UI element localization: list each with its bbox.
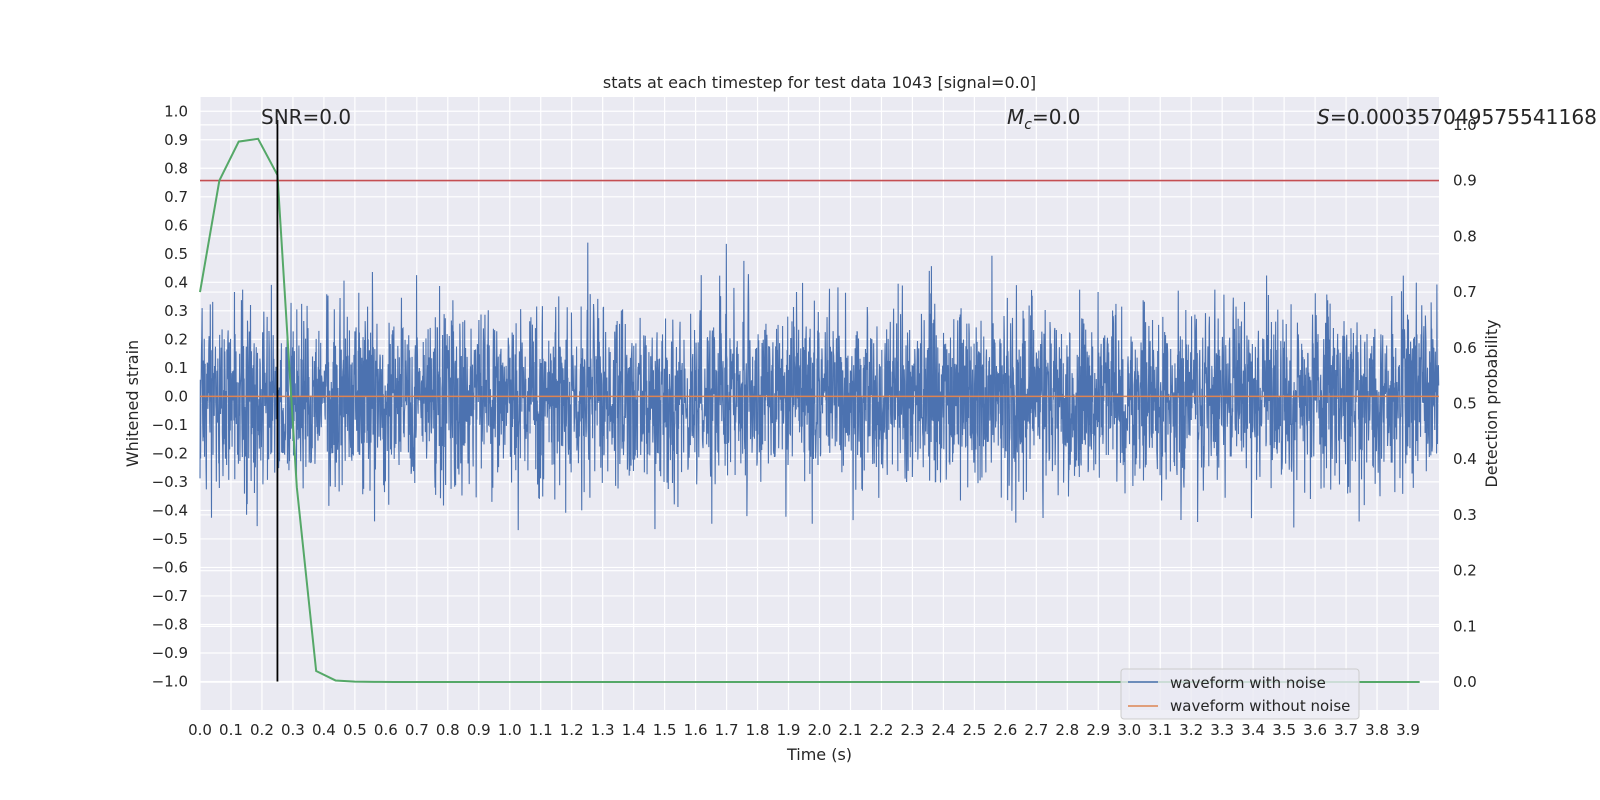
x-tick-label: 1.9 <box>777 721 801 739</box>
x-tick-label: 2.6 <box>993 721 1017 739</box>
x-tick-label: 1.3 <box>591 721 615 739</box>
y-tick-label: 0.6 <box>164 216 188 234</box>
x-tick-label: 3.4 <box>1241 721 1265 739</box>
x-tick-label: 2.2 <box>870 721 894 739</box>
y-tick-label: −0.9 <box>152 644 188 662</box>
x-tick-label: 2.0 <box>808 721 832 739</box>
x-tick-label: 2.8 <box>1055 721 1079 739</box>
x-tick-label: 0.7 <box>405 721 429 739</box>
y2-tick-label: 0.5 <box>1453 395 1477 413</box>
y-tick-label: −0.3 <box>152 473 188 491</box>
legend: waveform with noise waveform without noi… <box>1120 668 1360 720</box>
y2-tick-label: 0.6 <box>1453 339 1477 357</box>
x-tick-label: 2.3 <box>900 721 924 739</box>
x-tick-label: 2.9 <box>1086 721 1110 739</box>
y-tick-label: 0.9 <box>164 131 188 149</box>
x-tick-label: 1.6 <box>684 721 708 739</box>
x-tick-label: 1.0 <box>498 721 522 739</box>
y2-tick-label: 0.7 <box>1453 283 1477 301</box>
x-tick-label: 3.2 <box>1179 721 1203 739</box>
x-tick-label: 0.2 <box>250 721 274 739</box>
y2-tick-labels: 1.0 0.9 0.8 0.7 0.6 0.5 0.4 0.3 0.2 0.1 0.0 <box>1453 116 1477 691</box>
y2-tick-label: 0.4 <box>1453 450 1477 468</box>
x-tick-label: 3.7 <box>1334 721 1358 739</box>
y-tick-label: −0.6 <box>152 558 188 576</box>
x-tick-label: 0.4 <box>312 721 336 739</box>
x-tick-label: 2.5 <box>962 721 986 739</box>
y-tick-label: −0.2 <box>152 444 188 462</box>
y-tick-label: 0.0 <box>164 387 188 405</box>
y2-tick-label: 0.9 <box>1453 172 1477 190</box>
legend-label-noise: waveform with noise <box>1170 674 1326 692</box>
y-tick-label: −0.1 <box>152 416 188 434</box>
x-tick-label: 1.4 <box>622 721 646 739</box>
x-tick-label: 1.8 <box>746 721 770 739</box>
x-tick-label: 3.9 <box>1396 721 1420 739</box>
y-tick-label: 0.4 <box>164 273 188 291</box>
y-tick-label: 0.3 <box>164 302 188 320</box>
snr-annotation: SNR=0.0 <box>261 105 351 129</box>
y2-axis-label: Detection probability <box>1482 319 1501 487</box>
x-tick-label: 3.0 <box>1117 721 1141 739</box>
x-axis-label: Time (s) <box>786 745 852 764</box>
x-tick-label: 3.6 <box>1303 721 1327 739</box>
x-tick-label: 1.5 <box>653 721 677 739</box>
x-tick-label: 3.5 <box>1272 721 1296 739</box>
detection-probability-line <box>199 137 1420 684</box>
y-tick-label: 0.1 <box>164 359 188 377</box>
x-tick-labels: 0.0 0.1 0.2 0.3 0.4 0.5 0.6 0.7 0.8 0.9 1.0 1.1 1.2 1… <box>188 721 1420 739</box>
y2-tick-label: 0.0 <box>1453 673 1477 691</box>
y2-tick-label: 1.0 <box>1453 116 1477 134</box>
legend-box <box>1120 668 1360 720</box>
x-tick-label: 2.1 <box>839 721 863 739</box>
waveform-with-noise-line <box>199 242 1440 531</box>
y-tick-label: −1.0 <box>152 672 188 690</box>
x-tick-label: 0.8 <box>436 721 460 739</box>
y-tick-label: −0.8 <box>152 615 188 633</box>
x-tick-label: 1.7 <box>715 721 739 739</box>
y-tick-labels: 1.0 0.9 0.8 0.7 0.6 0.5 0.4 0.3 0.2 0.1 0.0 −0.1 −0.… <box>152 102 188 690</box>
x-tick-label: 0.5 <box>343 721 367 739</box>
x-tick-label: 1.1 <box>529 721 553 739</box>
s-value: =0.000357049575541168 <box>1330 105 1597 129</box>
series-waveform-with-noise <box>199 242 1440 531</box>
x-tick-label: 3.1 <box>1148 721 1172 739</box>
y-tick-label: 1.0 <box>164 102 188 120</box>
s-symbol: S <box>1317 105 1330 129</box>
y-tick-label: −0.5 <box>152 530 188 548</box>
x-tick-label: 3.8 <box>1365 721 1389 739</box>
y2-tick-label: 0.3 <box>1453 506 1477 524</box>
y-tick-label: 0.7 <box>164 188 188 206</box>
x-tick-label: 0.1 <box>219 721 243 739</box>
s-annotation: S=0.000357049575541168 <box>1317 105 1597 129</box>
mc-value: =0.0 <box>1032 105 1081 129</box>
x-tick-label: 0.9 <box>467 721 491 739</box>
chart-title: stats at each timestep for test data 104… <box>603 73 1036 92</box>
x-tick-label: 2.7 <box>1024 721 1048 739</box>
overlay <box>199 120 1439 684</box>
y2-tick-label: 0.2 <box>1453 562 1477 580</box>
y2-tick-label: 0.8 <box>1453 227 1477 245</box>
y-tick-label: 0.8 <box>164 159 188 177</box>
y-tick-label: −0.4 <box>152 501 188 519</box>
y-tick-label: 0.5 <box>164 245 188 263</box>
y-tick-label: −0.7 <box>152 587 188 605</box>
y2-tick-label: 0.1 <box>1453 617 1477 635</box>
y-tick-label: 0.2 <box>164 330 188 348</box>
mc-symbol: M <box>1007 105 1024 129</box>
mc-subscript: c <box>1024 117 1032 133</box>
x-tick-label: 3.3 <box>1210 721 1234 739</box>
y-axis-label: Whitened strain <box>123 340 142 467</box>
x-tick-label: 2.4 <box>931 721 955 739</box>
legend-label-clean: waveform without noise <box>1170 697 1350 715</box>
mc-annotation: Mc=0.0 <box>1007 105 1081 133</box>
x-tick-label: 1.2 <box>560 721 584 739</box>
x-tick-label: 0.3 <box>281 721 305 739</box>
x-tick-label: 0.0 <box>188 721 212 739</box>
x-tick-label: 0.6 <box>374 721 398 739</box>
